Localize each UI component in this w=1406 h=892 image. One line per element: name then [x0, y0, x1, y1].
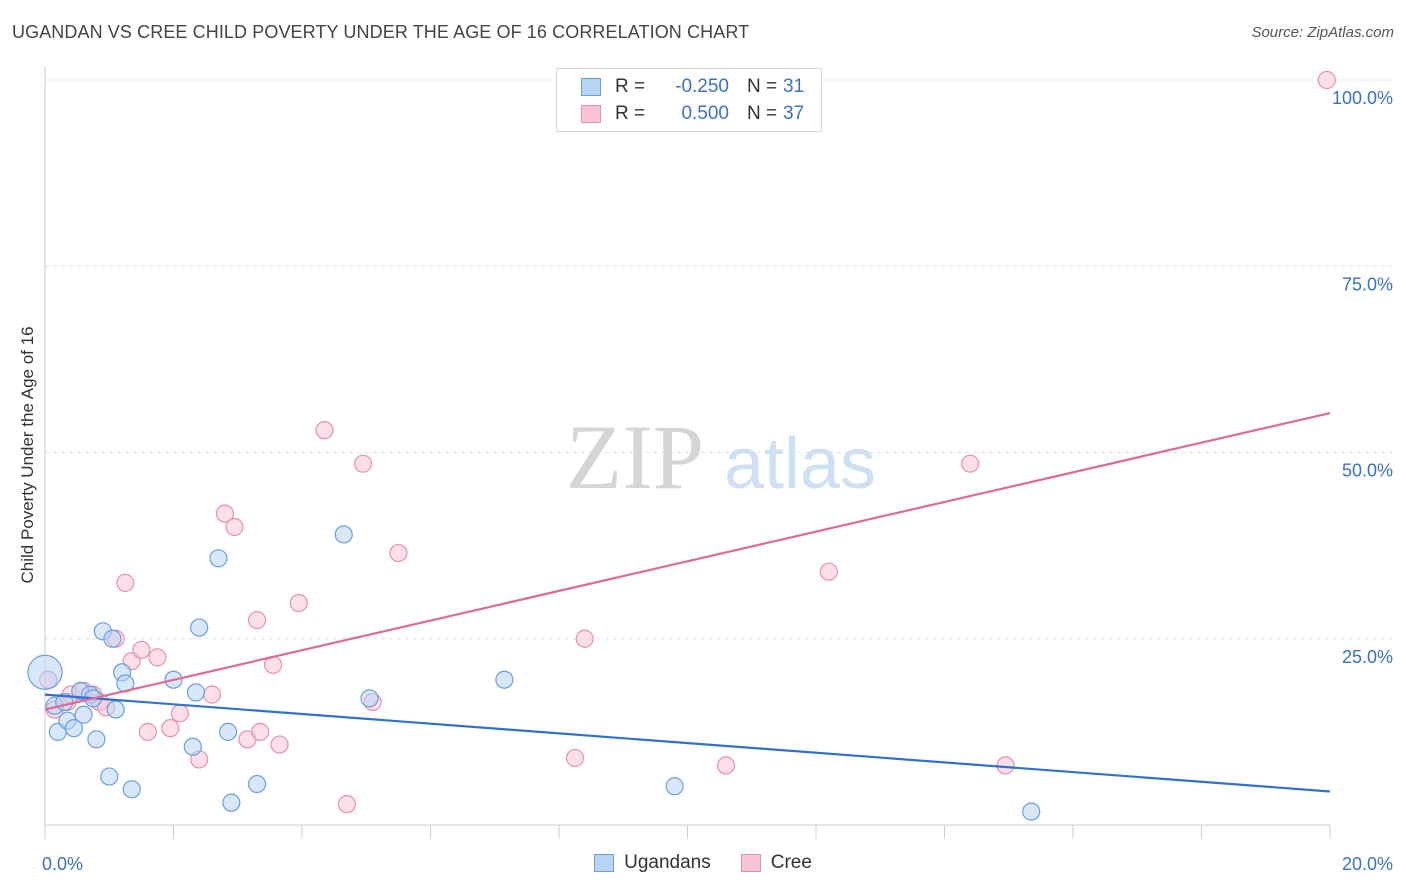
ugandan-point: [186, 683, 206, 702]
ugandan-point: [209, 549, 228, 568]
cree-point: [337, 795, 357, 814]
ugandan-point: [87, 730, 106, 749]
ugandan-point: [106, 700, 125, 719]
cree-point: [132, 640, 151, 660]
cree-point: [202, 685, 222, 704]
y-tick-label: 50.0%: [1342, 461, 1393, 481]
ugandan-points: [27, 525, 1041, 821]
cree-point: [161, 719, 180, 738]
cree-point: [1317, 70, 1336, 90]
ugandan-point: [74, 705, 93, 724]
cree-point: [389, 543, 408, 563]
legend-n-label: N =: [747, 76, 778, 97]
cree-point: [270, 735, 289, 754]
ugandan-point: [360, 689, 379, 708]
cree-point: [116, 573, 135, 592]
ugandan-point: [222, 793, 241, 812]
y-tick-label: 75.0%: [1342, 274, 1393, 294]
ugandan-point: [1022, 802, 1041, 821]
ugandans-swatch: [581, 78, 601, 96]
trend-line-ugandans: [44, 693, 1331, 793]
legend-n-value: 31: [783, 76, 805, 97]
y-tick-label: 100.0%: [1332, 88, 1393, 108]
trend-lines: [44, 411, 1331, 793]
cree-point: [251, 722, 270, 741]
ugandan-point: [122, 780, 141, 799]
grid-lines: [45, 79, 1395, 640]
legend-label-ugandans: Ugandans: [624, 852, 711, 873]
legend-r-label: R =: [615, 103, 646, 124]
cree-point: [716, 756, 736, 775]
cree-point: [138, 722, 157, 741]
legend-r-value: -0.250: [675, 76, 729, 97]
ugandan-point: [219, 722, 238, 741]
cree-point: [819, 562, 838, 581]
ugandan-point: [495, 670, 514, 689]
cree-swatch: [581, 105, 601, 123]
y-tick-label: 25.0%: [1342, 647, 1393, 667]
tick-labels: 25.0% 50.0% 75.0% 100.0% 0.0% 20.0%: [42, 88, 1393, 874]
ugandan-point: [100, 767, 119, 786]
cree-point: [961, 454, 980, 473]
cree-point: [215, 504, 234, 523]
ugandan-point: [27, 654, 63, 690]
legend-n-label: N =: [747, 103, 778, 124]
ugandan-point: [334, 525, 353, 544]
ugandans-legend-swatch: [594, 854, 615, 872]
correlation-legend: R = -0.250 N = 31 R = 0.500 N = 37: [556, 68, 822, 132]
legend-row-cree: R = 0.500 N = 37: [581, 101, 804, 127]
ugandan-point: [183, 737, 202, 756]
cree-point: [353, 454, 373, 473]
x-tick-label: 0.0%: [42, 854, 83, 874]
legend-item-cree: Cree: [740, 852, 812, 874]
legend-n-value: 37: [783, 103, 805, 124]
cree-point: [247, 611, 267, 630]
ugandan-point: [103, 629, 122, 648]
cree-point: [315, 421, 334, 440]
watermark-atlas: atlas: [724, 424, 876, 504]
cree-point: [575, 629, 594, 648]
cree-point: [565, 748, 585, 768]
ugandan-point: [665, 777, 684, 796]
legend-item-ugandans: Ugandans: [594, 852, 711, 874]
legend-r-label: R =: [615, 76, 646, 97]
watermark: ZIP atlas: [566, 406, 876, 508]
cree-point: [996, 756, 1015, 775]
source-credit: Source: ZipAtlas.com: [1251, 24, 1394, 41]
cree-point: [170, 704, 190, 723]
legend-label-cree: Cree: [770, 852, 812, 873]
axes: [44, 66, 1331, 839]
y-axis-title: Child Poverty Under the Age of 16: [18, 326, 37, 584]
legend-r-value: 0.500: [681, 103, 729, 124]
chart-title: UGANDAN VS CREE CHILD POVERTY UNDER THE …: [12, 22, 750, 42]
ugandan-point: [247, 774, 267, 794]
trend-line-cree: [44, 411, 1331, 711]
ugandan-point: [64, 719, 84, 738]
ugandan-point: [190, 618, 209, 637]
cree-legend-swatch: [740, 854, 761, 872]
cree-point: [148, 648, 167, 667]
x-tick-label: 20.0%: [1342, 854, 1393, 874]
cree-point: [225, 517, 244, 537]
cree-point: [289, 593, 308, 613]
series-legend: Ugandans Cree: [0, 852, 1406, 874]
legend-row-ugandans: R = -0.250 N = 31: [581, 74, 804, 100]
watermark-zip: ZIP: [566, 406, 704, 508]
